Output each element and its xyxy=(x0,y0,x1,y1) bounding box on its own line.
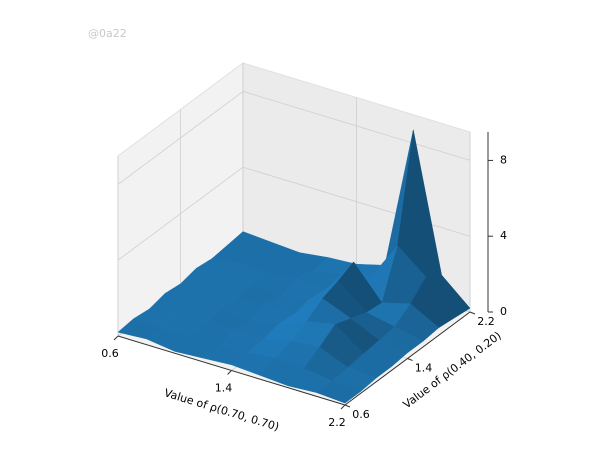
watermark: @0a22 xyxy=(88,27,127,40)
x-tick-label: 2.2 xyxy=(328,416,346,429)
y-tick xyxy=(407,358,413,361)
grid-line xyxy=(242,91,471,161)
x-tick xyxy=(340,404,346,410)
grid-line xyxy=(242,166,471,237)
x-tick-label: 1.4 xyxy=(215,382,233,395)
x-tick xyxy=(227,370,232,375)
grid-line xyxy=(117,91,244,185)
z-tick-label: 4 xyxy=(500,229,507,242)
y-tick xyxy=(344,404,351,408)
y-axis xyxy=(344,311,471,406)
y-tick-label: 2.2 xyxy=(477,315,495,328)
z-tick-label: 0 xyxy=(500,305,507,318)
y-tick-label: 1.4 xyxy=(415,362,433,375)
x-tick-label: 0.6 xyxy=(101,347,119,360)
x-axis xyxy=(117,335,346,406)
x-tick xyxy=(113,335,119,341)
z-tick-label: 8 xyxy=(500,153,507,166)
grid-line xyxy=(117,166,244,261)
y-tick xyxy=(469,311,476,315)
y-tick-label: 0.6 xyxy=(352,408,370,421)
surface-face xyxy=(316,380,362,404)
